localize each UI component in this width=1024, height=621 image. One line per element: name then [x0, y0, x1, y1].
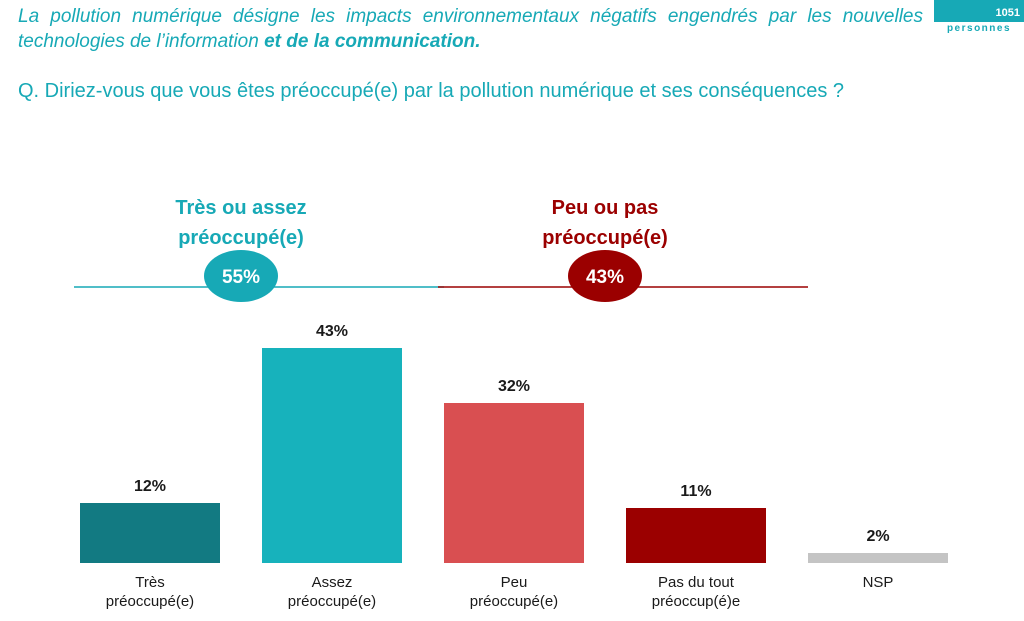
- category-label-0-0: Très: [135, 574, 164, 591]
- group-title-0-0: Très ou assez: [175, 197, 306, 219]
- intro-text-end: et de la communication.: [258, 31, 481, 52]
- sample-size-badge: 1051 personnes: [934, 0, 1024, 36]
- category-label-0-1: préoccupé(e): [106, 593, 194, 610]
- group-total-label-1: 43%: [586, 267, 624, 288]
- bar-4: [808, 553, 948, 563]
- category-label-4-0: NSP: [863, 574, 894, 591]
- sample-size-count: 1051: [995, 7, 1020, 19]
- group-total-label-0: 55%: [222, 267, 260, 288]
- group-title-0-1: préoccupé(e): [178, 227, 304, 249]
- category-label-3-1: préoccup(é)e: [652, 593, 740, 610]
- category-label-1-1: préoccupé(e): [288, 593, 376, 610]
- sample-size-block: 1051: [934, 0, 1024, 22]
- bar-value-label-2: 32%: [498, 378, 530, 395]
- group-total-bubble-0: [204, 250, 278, 302]
- category-label-1-0: Assez: [312, 574, 353, 591]
- intro-definition: La pollution numérique désigne les impac…: [18, 4, 923, 54]
- category-label-2-1: préoccupé(e): [470, 593, 558, 610]
- bar-2: [444, 403, 584, 563]
- category-label-3-0: Pas du tout: [658, 574, 735, 591]
- intro-text-main: La pollution numérique désigne les impac…: [18, 6, 923, 52]
- group-title-1-0: Peu ou pas: [552, 197, 659, 219]
- bar-value-label-3: 11%: [680, 483, 711, 500]
- bar-0: [80, 503, 220, 563]
- bar-3: [626, 508, 766, 563]
- bar-value-label-0: 12%: [134, 478, 166, 495]
- bar-value-label-1: 43%: [316, 323, 348, 340]
- question-text: Q. Diriez-vous que vous êtes préoccupé(e…: [18, 80, 845, 102]
- group-total-bubble-1: [568, 250, 642, 302]
- bar-value-label-4: 2%: [866, 528, 889, 545]
- group-title-1-1: préoccupé(e): [542, 227, 668, 249]
- bar-1: [262, 348, 402, 563]
- sample-size-unit: personnes: [946, 23, 1012, 34]
- category-label-2-0: Peu: [501, 574, 528, 591]
